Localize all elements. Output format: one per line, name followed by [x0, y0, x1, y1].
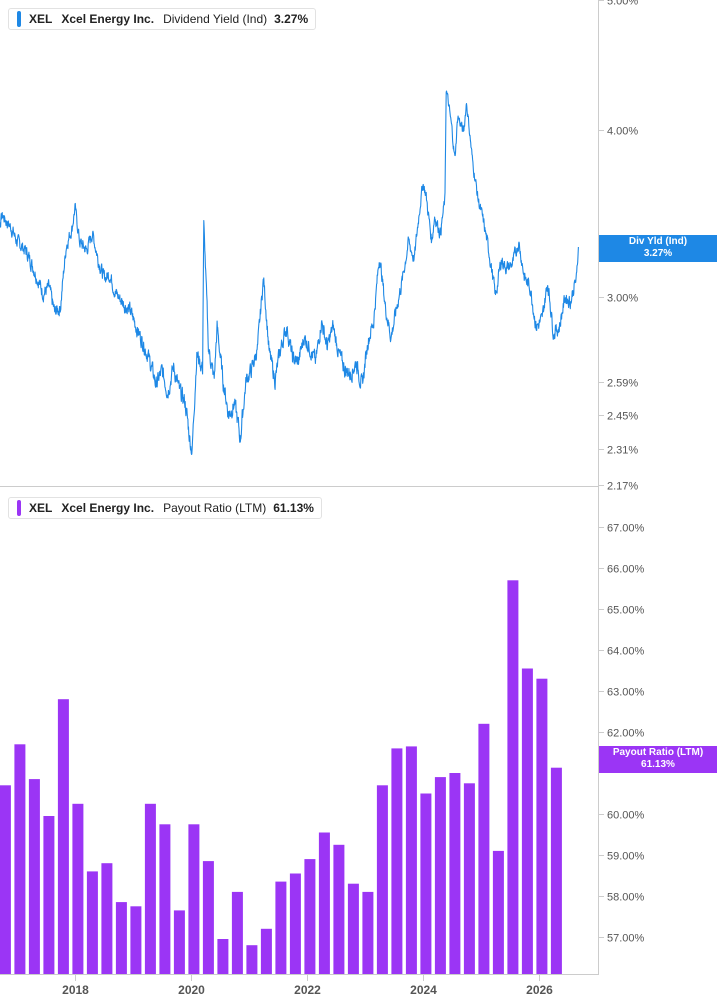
payout-bar: [405, 746, 417, 974]
payout-bar: [231, 891, 243, 974]
payout-legend-swatch: [17, 500, 21, 516]
y-tick-label: 62.00%: [607, 728, 645, 740]
flag-value: 61.13%: [641, 759, 675, 770]
legend-company: Xcel Energy Inc.: [61, 501, 155, 515]
payout-bar: [260, 928, 272, 974]
payout-bar: [449, 773, 461, 974]
payout-bar: [173, 910, 185, 974]
y-tick-label: 4.00%: [607, 126, 638, 138]
payout-bar: [72, 803, 84, 975]
payout-bar: [86, 871, 98, 974]
payout-bar: [550, 767, 562, 974]
x-tick-label: 2018: [62, 983, 89, 997]
payout-bar: [507, 580, 519, 974]
payout-bar: [492, 850, 504, 974]
yield-value-flag: Div Yld (Ind) 3.27%: [599, 235, 717, 262]
payout-bar: [304, 859, 316, 974]
payout-bar: [318, 832, 330, 974]
payout-bar: [0, 785, 11, 974]
payout-bar: [391, 748, 403, 974]
y-tick-label: 57.00%: [607, 933, 645, 945]
payout-bar: [478, 723, 490, 974]
payout-bar: [130, 906, 142, 975]
payout-axis-ticks: 67.00% 66.00% 65.00% 64.00% 63.00% 62.00% 60.0…: [598, 523, 645, 945]
payout-legend[interactable]: XEL Xcel Energy Inc. Payout Ratio (LTM) …: [8, 497, 322, 519]
payout-bar: [420, 793, 432, 974]
legend-value: 61.13%: [273, 501, 314, 515]
legend-metric: Dividend Yield (Ind): [163, 12, 268, 26]
x-tick-label: 2024: [410, 983, 437, 997]
flag-value: 3.27%: [643, 248, 673, 259]
legend-company: Xcel Energy Inc.: [61, 12, 155, 26]
payout-bar: [144, 803, 156, 975]
y-tick-label: 2.59%: [607, 378, 638, 390]
payout-bar: [275, 881, 287, 974]
y-tick-label: 2.17%: [607, 481, 638, 493]
payout-bar: [217, 939, 229, 974]
yield-axis-ticks: 5.00% 4.00% 3.00% 2.59% 2.45% 2.31% 2.17%: [598, 0, 638, 493]
legend-ticker: XEL: [29, 501, 53, 515]
y-tick-label: 2.45%: [607, 411, 638, 423]
payout-bar: [463, 783, 475, 975]
y-tick-label: 66.00%: [607, 564, 645, 576]
y-tick-label: 58.00%: [607, 892, 645, 904]
y-tick-label: 2.31%: [607, 445, 638, 457]
payout-bar: [202, 861, 214, 974]
flag-label: Div Yld (Ind): [628, 236, 688, 247]
payout-bar: [43, 816, 55, 974]
payout-bar: [289, 873, 301, 974]
payout-bar: [115, 902, 127, 974]
y-tick-label: 63.00%: [607, 687, 645, 699]
payout-bar: [28, 779, 40, 974]
x-axis: 2018 2020 2022 2024 2026: [62, 975, 553, 997]
yield-legend-swatch: [17, 11, 21, 27]
y-tick-label: 67.00%: [607, 523, 645, 535]
payout-bar: [101, 863, 113, 974]
y-tick-label: 3.00%: [607, 293, 638, 305]
payout-bar: [333, 844, 345, 975]
y-tick-label: 64.00%: [607, 646, 645, 658]
dividend-yield-line: [0, 90, 579, 455]
payout-bar: [521, 668, 533, 974]
payout-bar: [14, 744, 26, 974]
y-tick-label: 59.00%: [607, 851, 645, 863]
flag-label: Payout Ratio (LTM): [612, 747, 704, 758]
x-tick-label: 2026: [526, 983, 553, 997]
legend-metric: Payout Ratio (LTM): [163, 501, 267, 515]
payout-bar: [536, 678, 548, 974]
x-tick-label: 2020: [178, 983, 205, 997]
x-tick-label: 2022: [294, 983, 321, 997]
payout-bar: [159, 824, 171, 975]
payout-bar: [434, 777, 446, 974]
payout-bar: [57, 699, 69, 974]
payout-value-flag: Payout Ratio (LTM) 61.13%: [599, 746, 717, 773]
payout-bar: [362, 891, 374, 974]
y-tick-label: 60.00%: [607, 810, 645, 822]
y-tick-label: 5.00%: [607, 0, 638, 8]
yield-legend[interactable]: XEL Xcel Energy Inc. Dividend Yield (Ind…: [8, 8, 317, 30]
y-tick-label: 65.00%: [607, 605, 645, 617]
payout-bars: [0, 580, 562, 975]
payout-bar: [376, 785, 388, 974]
legend-ticker: XEL: [29, 12, 53, 26]
payout-bar: [188, 824, 200, 975]
payout-bar: [246, 945, 258, 974]
payout-bar: [347, 883, 359, 974]
legend-value: 3.27%: [274, 12, 309, 26]
